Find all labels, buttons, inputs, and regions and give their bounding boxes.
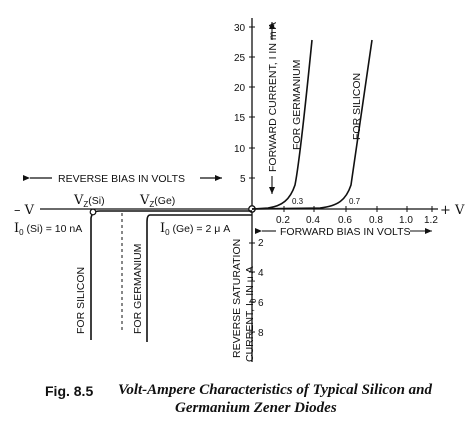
y-tick-20: 20 xyxy=(234,83,246,94)
germanium-reverse-curve xyxy=(146,214,252,342)
vz-si-label: VZ(Si) xyxy=(73,193,105,209)
vz-ge-label: VZ(Ge) xyxy=(139,193,175,209)
x-tick-1.0: 1.0 xyxy=(399,215,413,226)
i0-si-label: I0 (Si) = 10 nA xyxy=(14,221,82,237)
for-germanium-forward-label: FOR GERMANIUM xyxy=(291,60,303,150)
forward-current-label: FORWARD CURRENT, I IN m A xyxy=(267,22,279,172)
x-tick-0.2: 0.2 xyxy=(276,215,290,226)
for-silicon-forward-label: FOR SILICON xyxy=(351,73,363,140)
y-tick-10: 10 xyxy=(234,144,246,155)
for-germanium-reverse-label: FOR GERMANIUM xyxy=(132,244,144,334)
figure-number: Fig. 8.5 xyxy=(45,383,94,399)
axis-end-negative: – V xyxy=(14,203,35,218)
x-tick-1.2: 1.2 xyxy=(424,215,438,226)
y-tick-25: 25 xyxy=(234,53,246,64)
silicon-forward-curve xyxy=(251,39,373,210)
y-tick-neg4: 4 xyxy=(258,268,264,279)
y-tick-neg2: 2 xyxy=(258,238,264,249)
y-tick-30: 30 xyxy=(234,23,246,34)
i0-ge-label: I0 (Ge) = 2 μ A xyxy=(160,221,230,237)
for-silicon-reverse-label: FOR SILICON xyxy=(75,267,87,334)
x-tick-0.6: 0.6 xyxy=(338,215,352,226)
germanium-forward-curve xyxy=(251,39,313,210)
y-tick-neg8: 8 xyxy=(258,328,264,339)
reverse-current-line2: CURRENT, I0 IN μ A xyxy=(244,266,258,362)
knee-si-label: 0.7 xyxy=(349,197,361,206)
y-tick-neg6: 6 xyxy=(258,298,264,309)
knee-ge-label: 0.3 xyxy=(292,197,304,206)
forward-bias-label: FORWARD BIAS IN VOLTS xyxy=(280,226,411,238)
y-tick-5: 5 xyxy=(240,174,246,185)
x-tick-0.4: 0.4 xyxy=(306,215,320,226)
reverse-current-label: REVERSE SATURATION CURRENT, I0 IN μ A xyxy=(231,239,258,362)
reverse-bias-label: REVERSE BIAS IN VOLTS xyxy=(58,173,185,185)
reverse-current-line1: REVERSE SATURATION xyxy=(231,239,243,358)
x-tick-0.8: 0.8 xyxy=(369,215,383,226)
vz-si-marker xyxy=(89,208,97,216)
y-ticks-positive xyxy=(249,26,255,179)
caption-line-1: Volt-Ampere Characteristics of Typical S… xyxy=(118,382,433,398)
axis-end-positive: + V xyxy=(440,203,465,218)
caption-line-2: Germanium Zener Diodes xyxy=(175,400,337,416)
y-ticks-negative xyxy=(249,242,255,333)
y-tick-15: 15 xyxy=(234,113,246,124)
